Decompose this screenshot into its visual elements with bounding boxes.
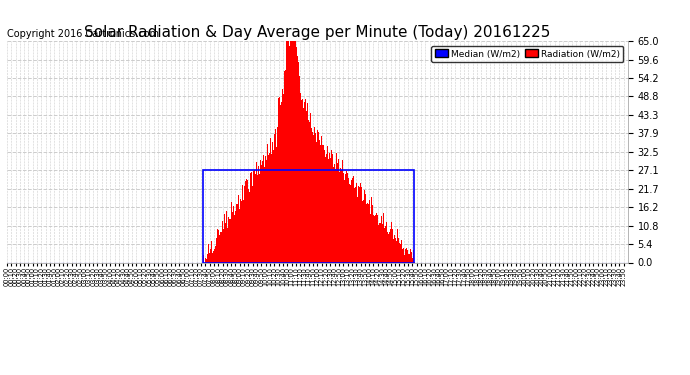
Title: Solar Radiation & Day Average per Minute (Today) 20161225: Solar Radiation & Day Average per Minute… [84,25,551,40]
Bar [203,170,414,262]
Text: Copyright 2016 Cartronics.com: Copyright 2016 Cartronics.com [7,29,159,39]
Legend: Median (W/m2), Radiation (W/m2): Median (W/m2), Radiation (W/m2) [431,46,623,62]
